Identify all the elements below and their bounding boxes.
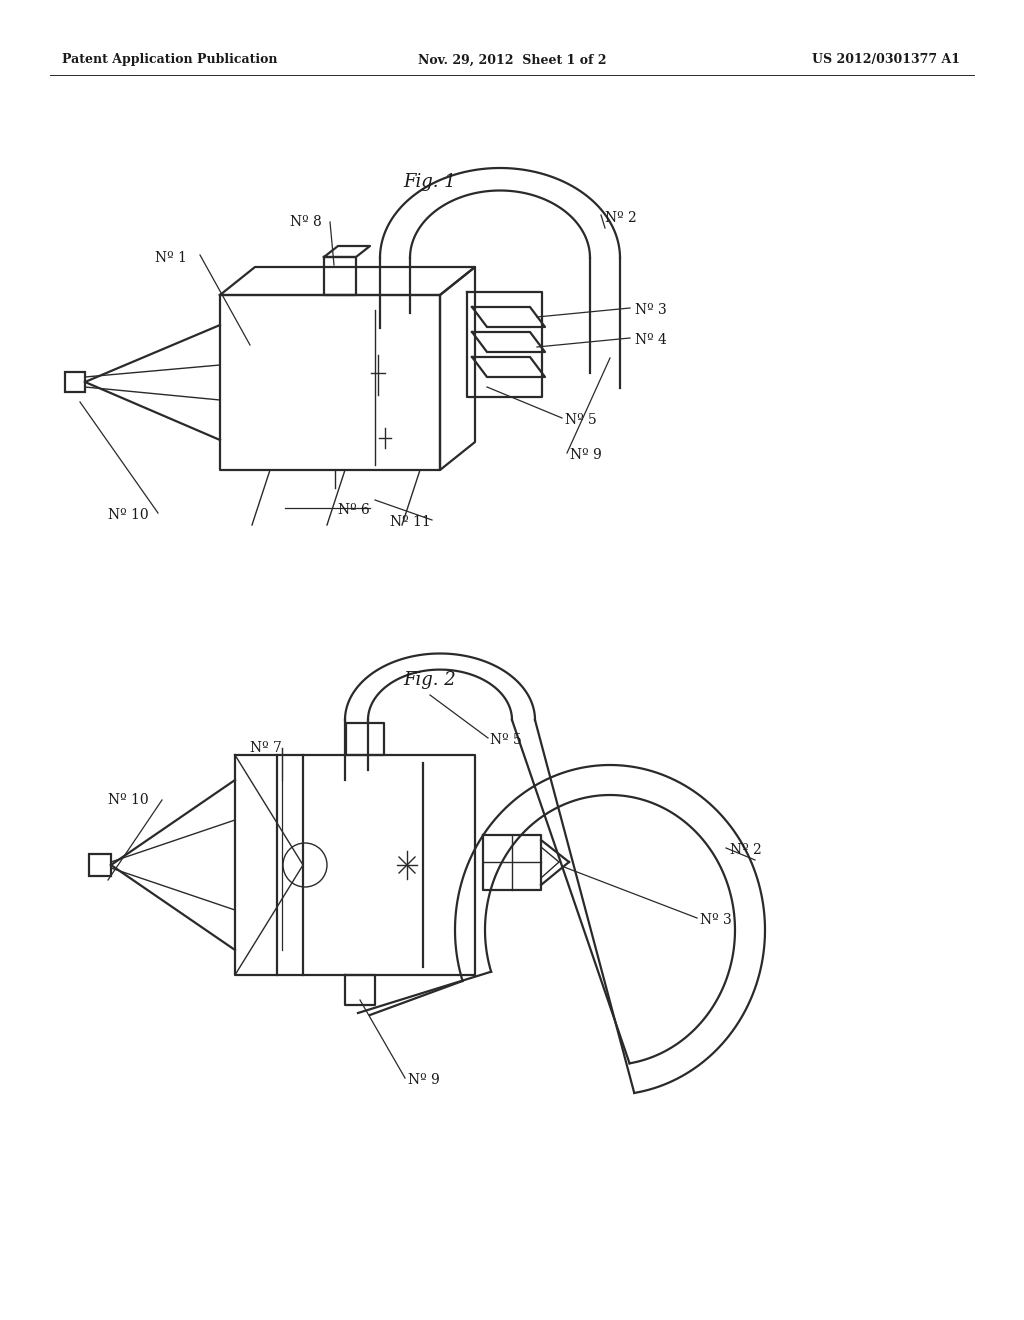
Text: Nº 5: Nº 5 [565,413,597,426]
Text: Nº 7: Nº 7 [250,741,282,755]
Text: Nº 11: Nº 11 [390,515,431,529]
Bar [65,372,85,392]
Text: Nº 3: Nº 3 [635,304,667,317]
Text: Nº 2: Nº 2 [605,211,637,224]
Text: Fig. 1: Fig. 1 [403,173,457,191]
Text: Nº 2: Nº 2 [730,843,762,857]
Text: Patent Application Publication: Patent Application Publication [62,54,278,66]
Text: Nº 9: Nº 9 [408,1073,439,1086]
Text: Nº 4: Nº 4 [635,333,667,347]
Text: Nº 9: Nº 9 [570,447,602,462]
Text: US 2012/0301377 A1: US 2012/0301377 A1 [812,54,961,66]
Text: Nº 1: Nº 1 [155,251,186,265]
Text: Nº 10: Nº 10 [108,508,148,521]
Text: Nº 5: Nº 5 [490,733,522,747]
Text: Nov. 29, 2012  Sheet 1 of 2: Nov. 29, 2012 Sheet 1 of 2 [418,54,606,66]
Text: Nº 8: Nº 8 [290,215,322,228]
Bar [89,854,111,876]
Text: Fig. 2: Fig. 2 [403,671,457,689]
Text: Nº 3: Nº 3 [700,913,732,927]
Text: Nº 6: Nº 6 [338,503,370,517]
Text: Nº 10: Nº 10 [108,793,148,807]
